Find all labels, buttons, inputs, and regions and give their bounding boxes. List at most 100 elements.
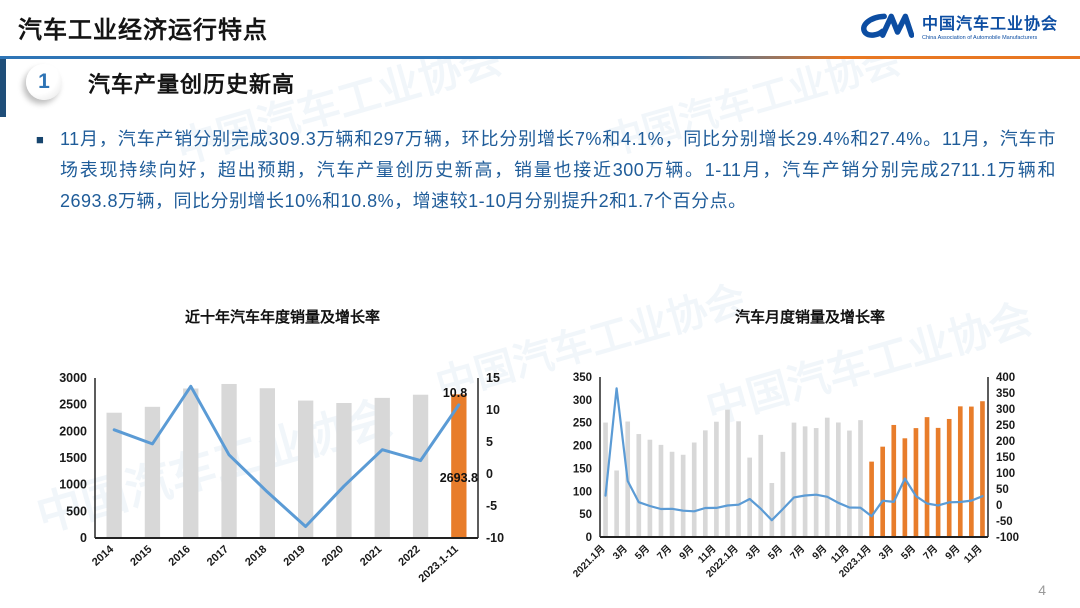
x-tick-label: 7月 <box>921 543 940 562</box>
y2-tick-label: 15 <box>486 371 500 385</box>
y2-tick-label: 0 <box>996 500 1002 512</box>
bar <box>636 434 642 537</box>
y2-tick-label: 300 <box>996 404 1015 416</box>
annual-sales-chart: 0 500 1000 1500 2000 2500 3000 -10 -5 0 5 10 15 2014 2… <box>59 371 504 585</box>
page-title: 汽车工业经济运行特点 <box>18 17 268 44</box>
annual-chart-title: 近十年汽车年度销量及增长率 <box>184 309 380 326</box>
y1-tick-label: 100 <box>573 486 592 498</box>
bar <box>858 420 863 537</box>
bar <box>412 394 429 538</box>
bar <box>813 428 819 537</box>
y2-tick-label: 150 <box>996 452 1015 464</box>
bar <box>891 424 897 537</box>
bars <box>106 383 467 538</box>
bar <box>680 454 686 537</box>
bar <box>614 470 619 537</box>
bar <box>658 444 664 537</box>
y1-tick-label: 150 <box>573 463 592 475</box>
bar <box>736 421 741 537</box>
caam-logo-mark-icon <box>861 13 914 38</box>
bar <box>980 401 985 537</box>
x-tick-label: 9月 <box>943 543 962 562</box>
section-title: 汽车产量创历史新高 <box>88 72 296 97</box>
x-tick-label: 2022 <box>396 543 422 568</box>
bar <box>725 409 730 537</box>
y1-tick-label: 0 <box>80 531 87 545</box>
x-tick-label: 2020 <box>320 543 346 568</box>
bar <box>758 434 764 537</box>
y2-tick-label: -10 <box>486 531 504 545</box>
y1-tick-label: 500 <box>66 504 87 518</box>
header: 汽车工业经济运行特点 中国汽车工业协会 China Association of… <box>0 0 1080 56</box>
y1-tick-label: 1000 <box>59 478 87 492</box>
x-tick-label: 2018 <box>243 543 269 568</box>
bar <box>802 426 808 537</box>
y2-tick-label: -50 <box>996 516 1013 528</box>
x-tick-label: 3月 <box>743 543 762 562</box>
caam-logo: 中国汽车工业协会 China Association of Automobile… <box>856 8 1058 42</box>
y1-tick-label: 2000 <box>59 424 87 438</box>
y2-tick-label: 200 <box>996 436 1015 448</box>
growth-line <box>604 387 984 522</box>
bar <box>824 417 830 537</box>
bar <box>106 412 122 538</box>
bar <box>913 428 919 537</box>
y2-tick-label: 10 <box>486 403 500 417</box>
x-tick-label: 9月 <box>810 543 829 562</box>
page-number: 4 <box>1038 582 1046 598</box>
y1-tick-label: 50 <box>579 509 592 521</box>
y2-tick-label: 400 <box>996 372 1015 384</box>
x-tick-label: 2023.1-11 <box>416 543 460 585</box>
x-tick-label: 7月 <box>788 543 807 562</box>
y2-tick-label: 100 <box>996 468 1015 480</box>
y2-tick-label: 50 <box>996 484 1009 496</box>
y2-tick-label: 5 <box>486 435 493 449</box>
bar <box>183 388 199 538</box>
bar <box>374 397 390 538</box>
bar <box>702 430 708 537</box>
x-tick-label: 2015 <box>128 543 154 568</box>
caam-logo-name-zh: 中国汽车工业协会 <box>921 15 1058 33</box>
y2-tick-label: -100 <box>996 532 1019 544</box>
y1-tick-label: 200 <box>573 441 592 453</box>
caam-logo-text: 中国汽车工业协会 China Association of Automobile… <box>922 10 1058 41</box>
bar <box>769 483 775 537</box>
bar <box>336 403 352 538</box>
x-tick-label: 2021 <box>358 543 384 568</box>
monthly-sales-chart: 0 50 100 150 200 250 300 350 -100 -50 0 50 100 150 200… <box>570 372 1019 580</box>
bar <box>957 406 963 537</box>
bar <box>144 406 161 538</box>
y1-tick-label: 3000 <box>59 371 87 385</box>
y1-tick-label: 350 <box>573 372 592 384</box>
data-label: 10.8 <box>443 386 467 400</box>
y2-tick-label: -5 <box>486 499 497 513</box>
x-tick-label: 11月 <box>962 543 985 566</box>
bar <box>451 394 467 538</box>
x-tick-label: 7月 <box>655 543 674 562</box>
bullet-square: ■ <box>36 132 44 147</box>
header-divider <box>0 56 1080 59</box>
section-number: 1 <box>38 70 50 93</box>
bar <box>935 427 941 537</box>
x-tick-label: 5月 <box>633 543 652 562</box>
bar <box>880 446 886 537</box>
x-tick-label: 2021.1月 <box>570 543 607 580</box>
growth-line <box>112 384 461 528</box>
bar <box>836 422 841 537</box>
bar <box>969 406 974 537</box>
section-number-badge: 1 <box>26 64 62 100</box>
y2-tick-label: 250 <box>996 420 1015 432</box>
bar <box>669 451 675 537</box>
bar <box>259 388 276 538</box>
bar <box>714 421 719 537</box>
y1-tick-label: 0 <box>586 532 592 544</box>
bar <box>747 457 752 537</box>
x-tick-label: 5月 <box>899 543 918 562</box>
x-tick-label: 2014 <box>90 543 117 569</box>
bar <box>647 439 653 537</box>
body-paragraph: ■ 11月，汽车产销分别完成309.3万辆和297万辆，环比分别增长7%和4.1… <box>36 124 1056 217</box>
y2-tick-label: 350 <box>996 388 1015 400</box>
bar <box>791 422 797 537</box>
y1-tick-label: 250 <box>573 418 592 430</box>
bar <box>603 422 608 537</box>
